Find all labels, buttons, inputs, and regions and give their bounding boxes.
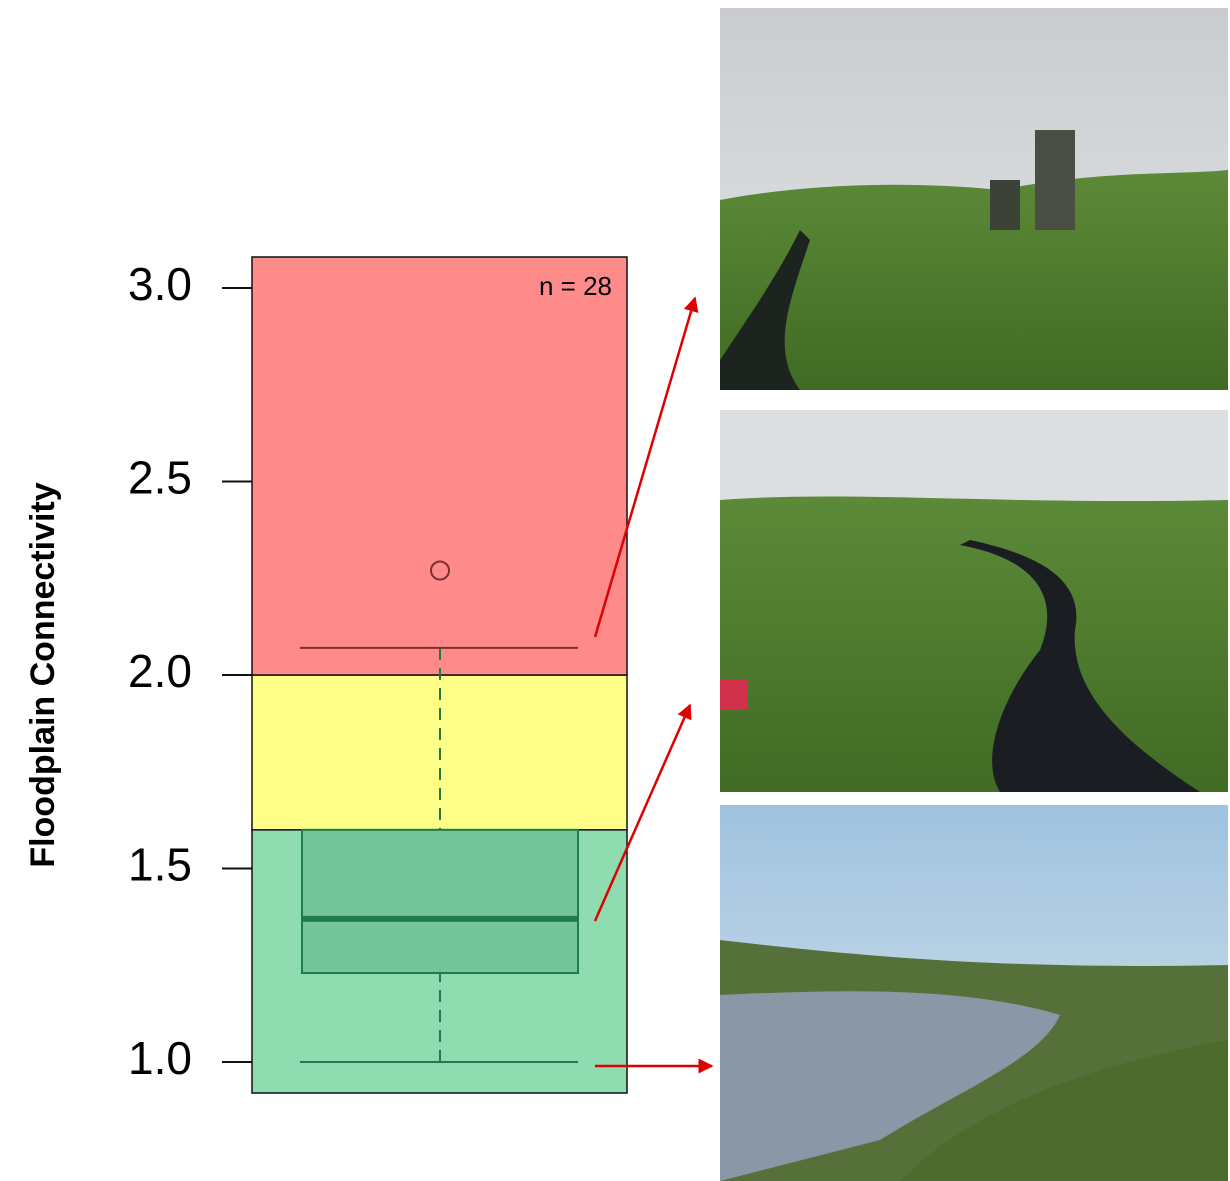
- y-tick-label: 1.5: [128, 839, 192, 891]
- plot-area: 1.0 1.5 2.0 2.5 3.0 n = 28: [128, 257, 627, 1093]
- page: {"chart_data": {"type": "box", "ylabel":…: [0, 0, 1230, 1181]
- y-tick-label: 1.0: [128, 1032, 192, 1084]
- photo-1: [720, 8, 1228, 390]
- y-axis-label: Floodplain Connectivity: [24, 482, 62, 867]
- y-tick-label: 2.0: [128, 645, 192, 697]
- y-tick-label: 2.5: [128, 452, 192, 504]
- photo-2: [720, 410, 1228, 792]
- annotation: n = 28: [539, 271, 612, 301]
- box: [302, 830, 578, 973]
- band: [252, 257, 627, 675]
- y-tick-label: 3.0: [128, 258, 192, 310]
- photo-3: [720, 805, 1228, 1181]
- figure: 1.0 1.5 2.0 2.5 3.0 n = 28 Floodplain Connect…: [0, 0, 1230, 1181]
